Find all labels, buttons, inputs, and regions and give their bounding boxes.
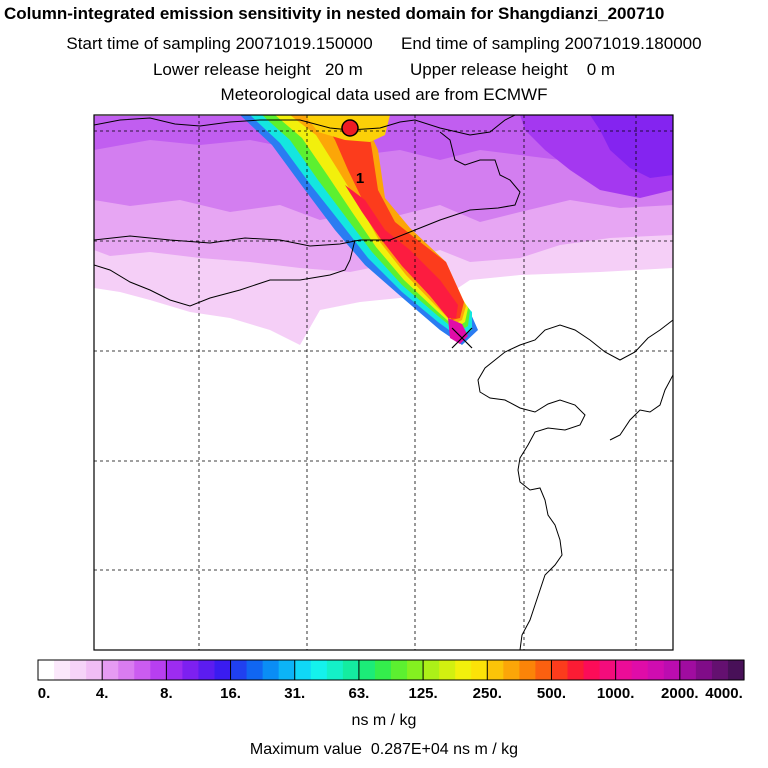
color-scale-swatch bbox=[342, 660, 360, 680]
plume-band-core bbox=[345, 185, 458, 318]
upper-height-value: 0 m bbox=[586, 60, 616, 79]
color-scale-swatch bbox=[567, 660, 585, 680]
start-time-label: Start time of sampling bbox=[66, 34, 231, 53]
color-scale-swatch bbox=[423, 660, 440, 680]
maximum-value-unit: ns m / kg bbox=[453, 741, 519, 758]
color-scale-swatch bbox=[503, 660, 520, 680]
color-scale-swatch bbox=[487, 660, 504, 680]
color-scale-tick-label: 0. bbox=[37, 685, 51, 702]
gridlines bbox=[94, 115, 673, 650]
map-field bbox=[94, 115, 673, 345]
end-time-label: End time of sampling bbox=[401, 34, 560, 53]
color-scale-swatch bbox=[294, 660, 312, 680]
color-scale-swatch bbox=[647, 660, 665, 680]
coast-bohai bbox=[477, 319, 673, 650]
color-scale-tick-label: 63. bbox=[348, 685, 370, 702]
color-scale-swatch bbox=[679, 660, 697, 680]
color-scale-swatch bbox=[391, 660, 408, 680]
color-scale-tick-label: 1000. bbox=[596, 685, 635, 702]
color-scale-swatch bbox=[519, 660, 537, 680]
color-scale-swatch bbox=[38, 660, 55, 680]
color-scale-swatch bbox=[150, 660, 167, 680]
start-time-value: 20071019.150000 bbox=[235, 34, 373, 53]
color-scale-swatch bbox=[471, 660, 488, 680]
chart-title: Column-integrated emission sensitivity i… bbox=[4, 4, 665, 23]
color-scale-swatch bbox=[358, 660, 376, 680]
color-scale-tick-label: 500. bbox=[536, 685, 567, 702]
border-north bbox=[94, 115, 516, 136]
coastline-borders bbox=[94, 115, 673, 650]
color-scale-tick-label: 2000. bbox=[661, 685, 699, 702]
color-scale-swatch bbox=[695, 660, 713, 680]
met-data-line: Meteorological data used are from ECMWF bbox=[220, 85, 548, 104]
color-scale-tick-label: 4000. bbox=[705, 685, 743, 702]
color-scale-swatch bbox=[182, 660, 200, 680]
release-location-marker bbox=[341, 119, 359, 137]
color-scale-swatch bbox=[198, 660, 216, 680]
color-scale-tick-label: 4. bbox=[95, 685, 109, 702]
color-scale-frame bbox=[37, 659, 745, 681]
maximum-value: 0.287E+04 bbox=[370, 741, 449, 758]
color-scale-swatch bbox=[230, 660, 248, 680]
color-scale-swatch bbox=[214, 660, 232, 680]
color-scale-swatch bbox=[535, 660, 553, 680]
color-scale-swatch bbox=[118, 660, 135, 680]
map-frame bbox=[93, 114, 674, 651]
color-scale-swatch bbox=[711, 660, 729, 680]
color-scale-tick-label: 8. bbox=[160, 685, 173, 702]
lower-height-value: 20 m bbox=[324, 60, 363, 79]
color-scale-swatch bbox=[583, 660, 601, 680]
color-scale-swatch bbox=[166, 660, 184, 680]
lower-height-label: Lower release height bbox=[152, 60, 311, 79]
release-heights-line: Lower release height 20 m Upper release … bbox=[0, 60, 768, 80]
color-scale-swatch bbox=[262, 660, 280, 680]
color-scale-swatch bbox=[326, 660, 344, 680]
color-scale-tick-label: 31. bbox=[284, 685, 306, 702]
color-scale-swatch bbox=[134, 660, 151, 680]
color-scale-tick-label: 16. bbox=[220, 685, 241, 702]
color-scale-swatch bbox=[102, 660, 119, 680]
color-scale-swatch bbox=[86, 660, 103, 680]
color-scale-tick-label: 125. bbox=[408, 685, 438, 702]
border-inner bbox=[94, 239, 356, 307]
plume-label: 1 bbox=[356, 170, 364, 187]
receptor-cross-icon bbox=[451, 327, 473, 349]
color-scale-ticks bbox=[101, 660, 681, 680]
color-scale-swatch bbox=[70, 660, 87, 680]
color-scale-swatch bbox=[631, 660, 649, 680]
color-scale-swatch bbox=[727, 660, 745, 680]
color-scale-swatch bbox=[599, 660, 617, 680]
color-scale-swatch bbox=[278, 660, 296, 680]
color-scale-swatch bbox=[246, 660, 264, 680]
color-scale-tick-label: 250. bbox=[472, 685, 502, 702]
color-scale-swatch bbox=[615, 660, 633, 680]
color-scale-swatch bbox=[551, 660, 569, 680]
coast-liaodong bbox=[609, 374, 673, 441]
color-scale-bar bbox=[38, 660, 745, 680]
color-scale-swatch bbox=[407, 660, 424, 680]
color-scale-swatch bbox=[663, 660, 681, 680]
end-time-value: 20071019.180000 bbox=[564, 34, 702, 53]
upper-height-label: Upper release height bbox=[409, 60, 568, 79]
color-scale-swatch bbox=[310, 660, 328, 680]
color-scale-swatch bbox=[54, 660, 71, 680]
maximum-value-label: Maximum value bbox=[249, 741, 362, 758]
sampling-times-line: Start time of sampling 20071019.150000 E… bbox=[0, 34, 768, 54]
color-scale-swatch bbox=[439, 660, 456, 680]
maximum-value-line: Maximum value 0.287E+04 ns m / kg bbox=[0, 741, 768, 759]
color-scale-unit: ns m / kg bbox=[351, 712, 417, 729]
color-scale-swatch bbox=[455, 660, 472, 680]
border-mongolia bbox=[94, 131, 521, 247]
color-scale-swatch bbox=[374, 660, 392, 680]
